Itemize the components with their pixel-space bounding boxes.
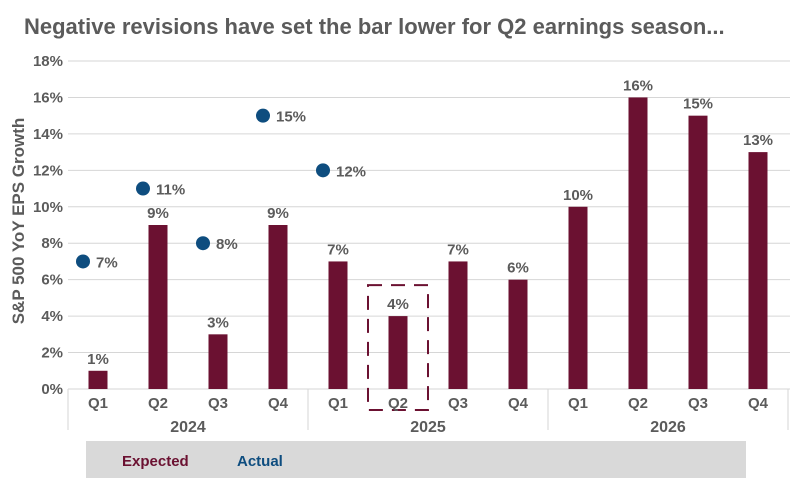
actual-dot: [196, 236, 210, 251]
actual-data-label: 8%: [216, 236, 238, 253]
x-category-label: Q2: [388, 395, 408, 412]
y-tick-label: 0%: [41, 381, 63, 398]
y-tick-label: 10%: [33, 199, 63, 216]
y-tick-label: 12%: [33, 162, 63, 179]
expected-bar: [268, 225, 288, 389]
actual-dot: [256, 108, 270, 123]
x-category-label: Q4: [268, 395, 289, 412]
expected-data-label: 13%: [743, 132, 773, 149]
x-year-label: 2026: [650, 419, 686, 436]
expected-bar: [688, 115, 708, 390]
expected-bar: [628, 97, 648, 389]
expected-data-label: 7%: [327, 241, 349, 258]
y-tick-label: 4%: [41, 308, 63, 325]
x-category-label: Q3: [208, 395, 228, 412]
actual-dot: [316, 163, 330, 178]
actual-dot: [76, 254, 90, 269]
expected-bar: [148, 225, 168, 389]
expected-data-label: 9%: [147, 205, 169, 222]
expected-bar: [328, 261, 348, 389]
expected-data-label: 6%: [507, 260, 529, 277]
expected-data-label: 15%: [683, 96, 713, 113]
actual-data-label: 15%: [276, 109, 306, 126]
x-category-label: Q2: [628, 395, 648, 412]
y-tick-label: 6%: [41, 272, 63, 289]
x-category-label: Q1: [328, 395, 348, 412]
x-category-label: Q4: [508, 395, 529, 412]
x-category-label: Q3: [448, 395, 468, 412]
x-axis: Q1 Q2 Q3 Q4 Q1 Q2 Q3 Q4 Q1 Q2 Q3 Q4 2024 2025 2026: [67, 389, 789, 436]
expected-data-label: 10%: [563, 187, 593, 204]
x-category-label: Q2: [148, 395, 168, 412]
expected-bar: [388, 316, 408, 389]
highlight-box: [367, 284, 429, 411]
legend-background: [86, 441, 746, 478]
legend: Expected Actual: [86, 441, 746, 478]
expected-data-label: 3%: [207, 314, 229, 331]
y-tick-label: 18%: [33, 53, 63, 70]
expected-data-label: 1%: [87, 351, 109, 368]
x-category-label: Q1: [88, 395, 108, 412]
expected-bar: [748, 152, 768, 389]
legend-expected: Expected: [122, 453, 189, 470]
expected-data-label: 16%: [623, 77, 653, 94]
gridlines: [68, 60, 790, 390]
y-tick-label: 14%: [33, 126, 63, 143]
x-category-label: Q1: [568, 395, 588, 412]
x-year-label: 2025: [410, 419, 446, 436]
expected-bar: [568, 206, 588, 389]
legend-actual: Actual: [237, 453, 283, 470]
y-tick-label: 2%: [41, 345, 63, 362]
actual-data-label: 12%: [336, 163, 366, 180]
chart-title: Negative revisions have set the bar lowe…: [24, 14, 725, 39]
actual-dots: 7% 11% 8% 15% 12%: [76, 108, 366, 271]
expected-data-label: 7%: [447, 241, 469, 258]
x-category-label: Q3: [688, 395, 708, 412]
y-tick-label: 8%: [41, 235, 63, 252]
y-axis-ticks: 0% 2% 4% 6% 8% 10% 12% 14% 16% 18%: [33, 53, 63, 398]
expected-data-label: 9%: [267, 205, 289, 222]
expected-bar: [508, 279, 528, 389]
expected-bar: [208, 334, 228, 389]
expected-bars: 1% 9% 3% 9% 7% 4% 7% 6% 10% 16% 15% 13%: [87, 77, 773, 411]
x-year-label: 2024: [170, 419, 206, 436]
x-category-label: Q4: [748, 395, 769, 412]
expected-data-label: 4%: [387, 296, 409, 313]
actual-data-label: 7%: [96, 254, 118, 271]
y-axis-label: S&P 500 YoY EPS Growth: [9, 118, 28, 325]
expected-bar: [448, 261, 468, 389]
actual-data-label: 11%: [156, 182, 185, 199]
actual-dot: [136, 181, 150, 196]
expected-bar: [88, 370, 108, 389]
y-tick-label: 16%: [33, 89, 63, 106]
